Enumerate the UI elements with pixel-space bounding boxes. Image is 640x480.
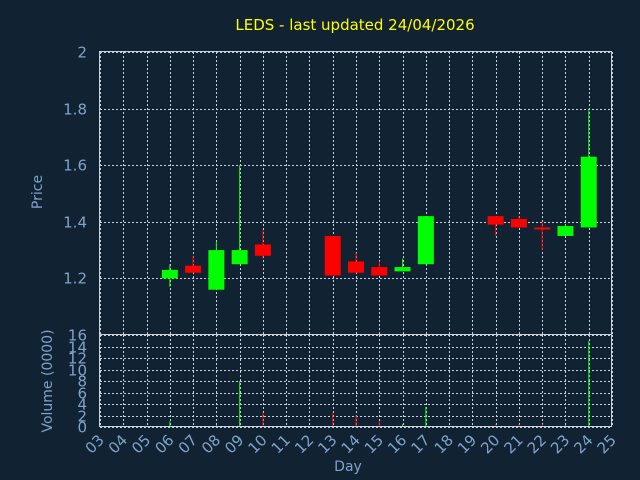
- price-axis-ticks: 1.2 1.4 1.6 1.8 2: [63, 44, 87, 288]
- candle-body-up: [208, 250, 225, 290]
- price-panel-frame: [99, 51, 612, 335]
- candle-body-up: [161, 269, 178, 279]
- volume-tick-label: 2: [77, 408, 87, 426]
- price-tick-label: 1.4: [63, 214, 87, 232]
- candle-body-up: [394, 267, 411, 272]
- volume-grid: [100, 335, 613, 428]
- candle-body-down: [185, 265, 202, 273]
- price-tick-label: 2: [77, 44, 87, 62]
- volume-tick-label: 10: [68, 362, 87, 380]
- volume-tick-label: 0: [77, 419, 87, 437]
- candle-body-down: [487, 216, 504, 225]
- volume-tick-label: 14: [68, 339, 87, 357]
- price-tick-label: 1.6: [63, 157, 87, 175]
- candle-body-up: [557, 226, 574, 236]
- volume-tick-label: 6: [77, 385, 87, 403]
- price-grid: [100, 52, 613, 335]
- volume-tick-label: 16: [68, 327, 87, 345]
- candle-body-down: [371, 267, 388, 276]
- price-axis-label: Price: [30, 175, 46, 209]
- price-tick-label: 1.8: [63, 101, 87, 119]
- price-candles: [161, 108, 597, 290]
- candle-body-down: [254, 244, 271, 256]
- day-axis-label: Day: [334, 459, 362, 475]
- volume-tick-label: 8: [77, 373, 87, 391]
- candle-body-up: [580, 156, 597, 228]
- chart-title: LEDS - last updated 24/04/2026: [235, 16, 474, 34]
- volume-tick-label: 4: [77, 396, 87, 414]
- volume-panel-frame: [99, 334, 612, 427]
- candle-body-down: [324, 235, 341, 276]
- candle-body-up: [417, 216, 434, 265]
- candle-body-up: [231, 250, 248, 265]
- price-tick-label: 1.2: [63, 270, 87, 288]
- day-tick-label: 25: [594, 431, 620, 457]
- volume-tick-label: 12: [68, 350, 87, 368]
- candle-body-down: [534, 227, 551, 230]
- volume-axis-label: Volume (0000): [40, 329, 56, 432]
- candle-body-down: [348, 261, 364, 273]
- day-axis-ticks: 0304050607080910111213141516171819202122…: [82, 431, 620, 457]
- candle-body-down: [510, 218, 527, 228]
